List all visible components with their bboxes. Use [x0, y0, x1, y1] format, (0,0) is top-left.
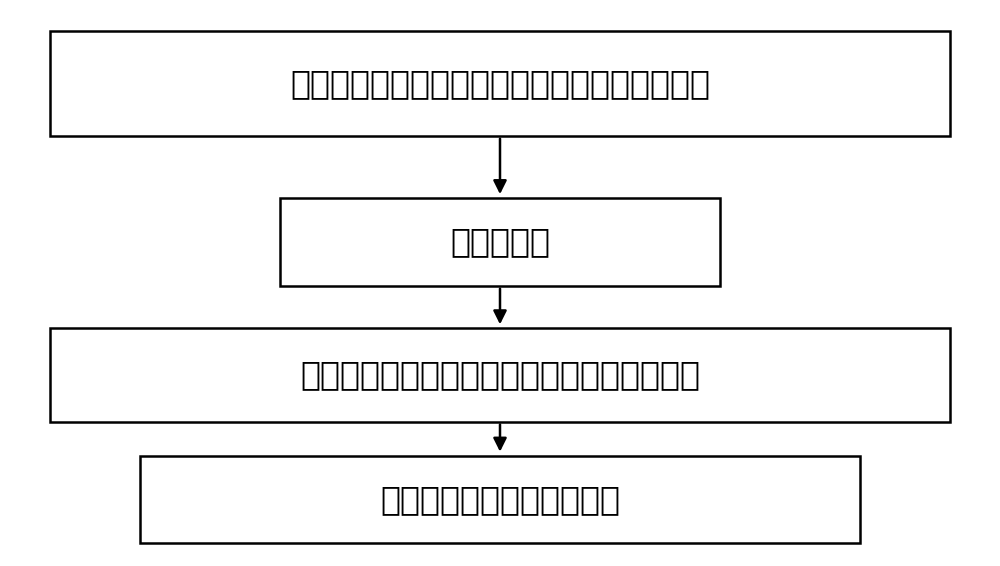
Text: 用优化自适应扩展卡尔曼滤波算法求解逆问题: 用优化自适应扩展卡尔曼滤波算法求解逆问题 [300, 358, 700, 392]
FancyBboxPatch shape [50, 31, 950, 136]
FancyBboxPatch shape [140, 456, 860, 543]
FancyBboxPatch shape [50, 328, 950, 422]
FancyBboxPatch shape [280, 198, 720, 286]
Text: 求解正问题: 求解正问题 [450, 225, 550, 259]
Text: 人体下肢电阻抗图像的输出: 人体下肢电阻抗图像的输出 [380, 483, 620, 516]
Text: 建立基于真实结构先验信息的人体下肢数学模型: 建立基于真实结构先验信息的人体下肢数学模型 [290, 67, 710, 100]
